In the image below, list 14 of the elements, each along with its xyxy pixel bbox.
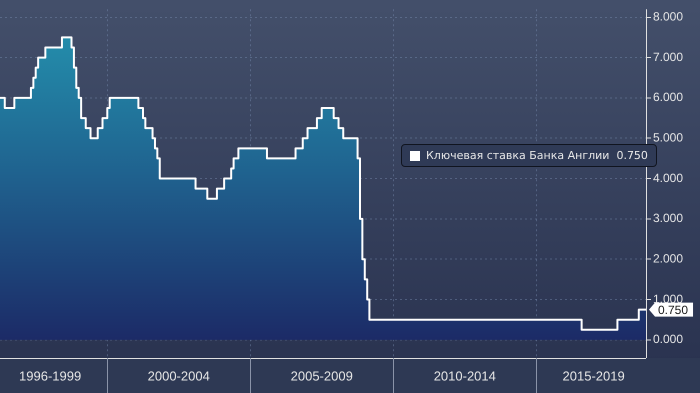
legend-label: Ключевая ставка Банка Англии 0.750 [426,149,648,162]
y-tick-label: 5.000 [653,130,684,145]
y-tick-label: 2.000 [653,252,684,266]
x-tick-label: 2010-2014 [434,368,496,384]
y-tick-label: 4.000 [653,170,684,185]
y-tick-label: 3.000 [653,211,684,226]
x-tick-label: 2000-2004 [148,368,210,384]
x-tick-label: 1996-1999 [19,368,82,384]
y-tick-label: 6.000 [653,90,684,104]
y-tick-label: 7.000 [653,50,684,64]
x-tick-label: 2005-2009 [290,368,353,384]
y-tick-label: 0.000 [653,332,684,346]
y-tick-label: 8.000 [653,10,684,24]
x-tick-label: 2015-2019 [562,368,625,384]
